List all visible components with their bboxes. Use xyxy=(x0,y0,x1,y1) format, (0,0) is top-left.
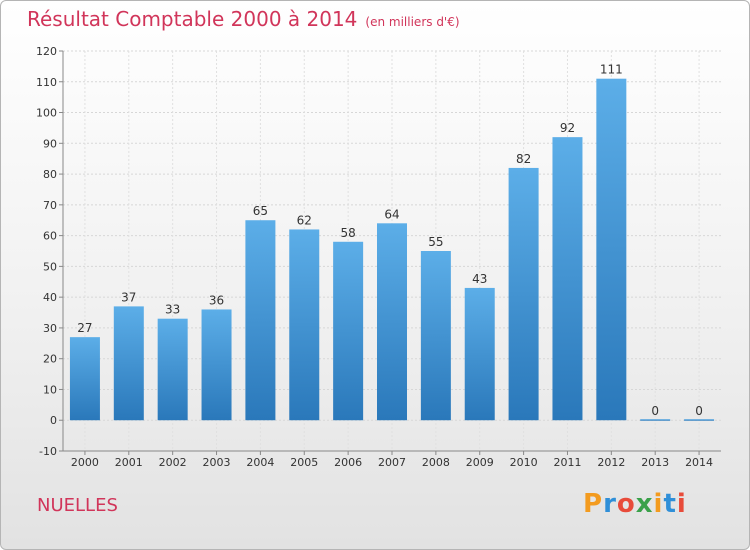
bar xyxy=(640,419,671,421)
bar-value-label: 55 xyxy=(428,235,443,249)
bar-value-label: 37 xyxy=(121,290,136,304)
x-tick-label: 2002 xyxy=(159,456,187,469)
y-tick-label: 100 xyxy=(36,107,57,120)
y-tick-label: 90 xyxy=(43,137,57,150)
bar-value-label: 92 xyxy=(560,121,575,135)
bar xyxy=(113,306,144,421)
x-tick-label: 2010 xyxy=(510,456,538,469)
chart-subtitle: (en milliers d'€) xyxy=(365,15,460,29)
bar xyxy=(333,241,364,421)
chart-title-text: Résultat Comptable 2000 à 2014 xyxy=(27,7,358,31)
bar-value-label: 65 xyxy=(253,204,268,218)
bar-value-label: 82 xyxy=(516,152,531,166)
x-tick-label: 2007 xyxy=(378,456,406,469)
logo-letter: o xyxy=(616,489,636,519)
bar xyxy=(245,220,276,421)
bar xyxy=(552,137,583,421)
chart-title: Résultat Comptable 2000 à 2014 (en millie… xyxy=(27,7,460,31)
x-tick-label: 2009 xyxy=(466,456,494,469)
city-name: NUELLES xyxy=(37,495,118,516)
y-tick-label: 110 xyxy=(36,76,57,89)
x-tick-label: 2012 xyxy=(597,456,625,469)
proxiti-logo: Proxiti xyxy=(583,489,687,519)
x-tick-label: 2014 xyxy=(685,456,713,469)
bar-value-label: 62 xyxy=(297,213,312,227)
bar xyxy=(464,287,495,421)
bar-value-label: 64 xyxy=(384,207,399,221)
logo-letter: i xyxy=(676,489,687,519)
x-tick-label: 2001 xyxy=(115,456,143,469)
logo-letter: r xyxy=(603,489,617,519)
bar xyxy=(596,78,627,421)
y-tick-label: 0 xyxy=(50,414,57,427)
x-tick-label: 2004 xyxy=(246,456,274,469)
x-tick-label: 2006 xyxy=(334,456,362,469)
y-tick-label: 40 xyxy=(43,291,57,304)
bar-value-label: 27 xyxy=(77,321,92,335)
bar xyxy=(684,419,715,421)
bar xyxy=(69,337,100,421)
bar xyxy=(420,251,451,421)
logo-letter: i xyxy=(653,489,664,519)
bar-value-label: 0 xyxy=(651,404,659,418)
axes: -10 0 10 20 30 40 50 60 70 80 90 100 110 120 2000 2001 2… xyxy=(36,45,721,469)
y-tick-label: 60 xyxy=(43,230,57,243)
y-tick-label: 30 xyxy=(43,322,57,335)
y-tick-label: 80 xyxy=(43,168,57,181)
bar-value-label: 58 xyxy=(340,226,355,240)
x-tick-label: 2011 xyxy=(553,456,581,469)
bar xyxy=(377,223,407,421)
y-tick-label: 70 xyxy=(43,199,57,212)
x-tick-label: 2008 xyxy=(422,456,450,469)
logo-letter: P xyxy=(583,489,604,519)
y-tick-label: -10 xyxy=(39,445,57,458)
x-tick-label: 2013 xyxy=(641,456,669,469)
bar xyxy=(157,318,188,421)
x-tick-label: 2000 xyxy=(71,456,99,469)
bar xyxy=(508,167,539,421)
y-tick-label: 20 xyxy=(43,353,57,366)
bar xyxy=(201,309,232,421)
bar-value-label: 33 xyxy=(165,303,180,317)
x-tick-label: 2005 xyxy=(290,456,318,469)
logo-letter: x xyxy=(635,489,654,519)
bar-value-label: 43 xyxy=(472,272,487,286)
bars xyxy=(69,78,715,421)
logo-letter: t xyxy=(663,489,677,519)
x-tick-label: 2003 xyxy=(203,456,231,469)
bar-value-label: 36 xyxy=(209,293,224,307)
value-labels: 27 37 33 36 65 62 58 64 55 43 82 92 111 0 0 xyxy=(77,63,703,419)
y-tick-label: 50 xyxy=(43,260,57,273)
bar-value-label: 111 xyxy=(600,63,623,77)
y-tick-label: 10 xyxy=(43,383,57,396)
bar xyxy=(289,229,320,421)
bar-value-label: 0 xyxy=(695,404,703,418)
y-tick-label: 120 xyxy=(36,45,57,58)
